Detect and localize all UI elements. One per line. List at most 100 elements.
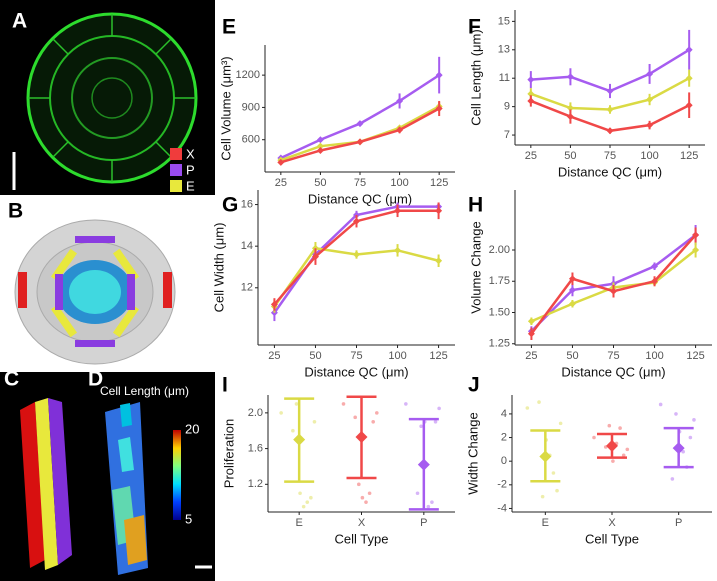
data-point [394, 207, 402, 215]
x-tick-label: 50 [314, 177, 326, 189]
data-point [270, 300, 278, 308]
raw-point [312, 419, 317, 424]
raw-point [360, 495, 365, 500]
y-tick-label: 0 [501, 455, 507, 467]
raw-point [364, 500, 368, 504]
raw-point [555, 488, 559, 493]
x-tick-label: 125 [430, 177, 448, 189]
panel-label: G [222, 194, 238, 217]
panel-label: E [222, 16, 236, 39]
x-tick-label: 75 [350, 350, 362, 362]
colorbar-tick: 20 [185, 421, 199, 436]
legend-swatch [170, 180, 182, 192]
y-tick-label: 2.0 [248, 407, 263, 419]
raw-point [298, 491, 302, 496]
data-point [568, 300, 576, 308]
data-point [356, 138, 364, 146]
panel-label: A [12, 10, 27, 33]
data-point [527, 76, 535, 84]
x-axis-title: Distance QC (μm) [558, 164, 662, 179]
y-tick-label: 16 [241, 198, 253, 210]
data-point [435, 207, 443, 215]
raw-point [301, 504, 306, 509]
x-tick-label: 75 [354, 177, 366, 189]
y-tick-label: 600 [242, 134, 260, 146]
raw-point [433, 419, 438, 424]
raw-point [670, 477, 675, 481]
data-point [692, 246, 700, 254]
data-point [527, 317, 535, 325]
y-axis-title: Volume Change [468, 221, 483, 314]
x-tick-label: 50 [564, 150, 576, 162]
x-tick-label: 125 [429, 350, 447, 362]
raw-point [688, 435, 693, 440]
panel-label: J [468, 374, 480, 397]
data-point [685, 74, 693, 82]
data-point [356, 120, 364, 128]
panel-label: F [468, 16, 481, 39]
x-tick-label: 25 [268, 350, 280, 362]
raw-point [419, 424, 423, 429]
data-point [316, 136, 324, 144]
y-axis-title: Width Change [465, 412, 480, 494]
x-tick-label: 125 [686, 350, 704, 362]
data-point [316, 142, 324, 150]
raw-point [674, 412, 678, 416]
panel-b-image [10, 219, 176, 365]
x-tick-label: X [608, 517, 616, 529]
x-tick-label: 75 [607, 350, 619, 362]
x-tick-label: E [542, 517, 549, 529]
data-point [566, 73, 574, 81]
raw-point [415, 491, 420, 496]
data-point [568, 286, 576, 294]
raw-point [540, 494, 545, 499]
raw-point [692, 418, 696, 422]
x-tick-label: 100 [640, 150, 658, 162]
mean-point [606, 439, 618, 452]
raw-point [404, 402, 408, 406]
panel-label: H [468, 194, 483, 217]
x-axis-title: Distance QC (μm) [308, 191, 412, 206]
y-tick-label: -2 [497, 479, 507, 491]
y-tick-label: 2 [501, 431, 507, 443]
panel-label: D [88, 368, 103, 391]
y-axis-title: Cell Volume (μm³) [218, 56, 233, 160]
y-axis-title: Cell Width (μm) [211, 223, 226, 313]
raw-point [607, 423, 612, 428]
raw-point [371, 419, 376, 424]
data-point [527, 330, 535, 338]
x-tick-label: P [420, 517, 427, 529]
raw-point [279, 411, 283, 415]
data-point [606, 87, 614, 95]
data-point [311, 253, 319, 261]
data-point [396, 97, 404, 105]
series-line [280, 105, 440, 162]
x-axis-title: Distance QC (μm) [304, 364, 408, 379]
raw-point [681, 449, 685, 454]
y-tick-label: 1.75 [489, 275, 510, 287]
raw-point [357, 482, 361, 487]
raw-point [525, 406, 530, 410]
x-axis-title: Cell Type [585, 531, 639, 546]
y-tick-label: 1.25 [489, 338, 510, 350]
raw-point [375, 411, 379, 415]
y-tick-label: 7 [504, 129, 510, 141]
raw-point [341, 402, 346, 406]
y-tick-label: -4 [497, 502, 507, 514]
series-line [280, 107, 440, 164]
raw-point [426, 504, 431, 509]
data-point [353, 217, 360, 225]
panel-label: I [222, 374, 228, 397]
x-axis-title: Distance QC (μm) [561, 364, 665, 379]
x-tick-label: 50 [309, 350, 321, 362]
legend-label: E [186, 178, 195, 193]
x-tick-label: 25 [275, 177, 287, 189]
y-tick-label: 9 [504, 101, 510, 113]
y-tick-label: 15 [498, 15, 510, 27]
data-point [316, 146, 324, 154]
data-point [394, 246, 402, 254]
mean-point [539, 450, 552, 463]
raw-point [291, 428, 295, 433]
y-tick-label: 12 [241, 282, 253, 294]
